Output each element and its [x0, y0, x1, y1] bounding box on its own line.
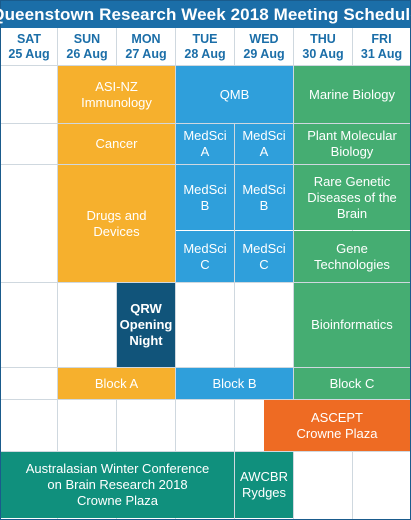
- day-name: SUN: [73, 31, 101, 46]
- day-header-sat: SAT 25 Aug: [1, 28, 57, 65]
- event-awcbr-conference[interactable]: Australasian Winter Conference on Brain …: [1, 452, 234, 518]
- event-bioinformatics[interactable]: Bioinformatics: [294, 283, 410, 367]
- event-medsci-c-wed[interactable]: MedSci C: [235, 231, 293, 282]
- day-name: TUE: [192, 31, 218, 46]
- grid-line: [175, 28, 176, 519]
- event-label: MedSci C: [183, 240, 227, 272]
- day-header-thu: THU 30 Aug: [294, 28, 352, 65]
- event-label: Rare Genetic Diseases of the Brain: [307, 173, 397, 221]
- event-medsci-c-tue[interactable]: MedSci C: [176, 231, 234, 282]
- event-label: MedSci A: [242, 128, 286, 159]
- event-label: ASCEPT Crowne Plaza: [296, 409, 378, 441]
- event-medsci-b-wed[interactable]: MedSci B: [235, 165, 293, 230]
- day-header-sun: SUN 26 Aug: [58, 28, 116, 65]
- event-label: Block C: [329, 375, 375, 391]
- day-header-mon: MON 27 Aug: [117, 28, 175, 65]
- event-label: Bioinformatics: [311, 317, 393, 332]
- event-gene-technologies[interactable]: Gene Technologies: [294, 231, 410, 282]
- event-label: Australasian Winter Conference on Brain …: [25, 461, 210, 508]
- grid-line: [1, 65, 410, 66]
- day-header-fri: FRI 31 Aug: [353, 28, 410, 65]
- grid-line: [293, 28, 294, 519]
- grid-line: [1, 123, 410, 124]
- grid-line: [1, 367, 410, 368]
- grid-line: [1, 282, 410, 283]
- day-date: 31 Aug: [360, 46, 403, 61]
- event-label: Gene Technologies: [314, 240, 390, 272]
- day-name: WED: [249, 31, 279, 46]
- event-label: ASI-NZ Immunology: [81, 78, 152, 110]
- day-header-tue: TUE 28 Aug: [176, 28, 234, 65]
- event-medsci-a-wed[interactable]: MedSci A: [235, 124, 293, 164]
- day-date: 28 Aug: [184, 46, 226, 61]
- day-name: MON: [131, 31, 161, 46]
- event-label: AWCBR Rydges: [240, 469, 288, 500]
- day-name: SAT: [16, 31, 42, 46]
- day-date: 29 Aug: [243, 46, 285, 61]
- day-name: FRI: [371, 31, 392, 46]
- event-plant-molecular-biology[interactable]: Plant Molecular Biology: [294, 124, 410, 164]
- event-label: Marine Biology: [309, 86, 395, 102]
- grid-line: [234, 28, 235, 519]
- event-qrw-opening-night[interactable]: QRW Opening Night: [117, 283, 175, 367]
- event-label: MedSci B: [183, 181, 227, 213]
- grid-line: [1, 399, 410, 400]
- event-medsci-a-tue[interactable]: MedSci A: [176, 124, 234, 164]
- event-label: QMB: [219, 86, 250, 102]
- grid-line: [57, 28, 58, 519]
- event-block-b[interactable]: Block B: [176, 368, 293, 399]
- event-label: Cancer: [95, 136, 138, 151]
- event-rare-genetic-diseases[interactable]: Rare Genetic Diseases of the Brain: [294, 165, 410, 230]
- event-label: MedSci A: [183, 128, 227, 159]
- day-date: 25 Aug: [8, 46, 50, 61]
- event-label: MedSci C: [242, 240, 286, 272]
- day-date: 26 Aug: [66, 46, 108, 61]
- event-qmb[interactable]: QMB: [176, 66, 293, 123]
- event-cancer[interactable]: Cancer: [58, 124, 175, 164]
- grid-line: [1, 164, 410, 165]
- grid-line: [1, 451, 410, 452]
- event-label: Block B: [212, 375, 257, 391]
- event-label: QRW Opening Night: [119, 301, 173, 348]
- event-block-c[interactable]: Block C: [294, 368, 410, 399]
- event-label: Plant Molecular Biology: [307, 128, 397, 159]
- day-header-wed: WED 29 Aug: [235, 28, 293, 65]
- day-name: THU: [310, 31, 336, 46]
- day-date: 27 Aug: [125, 46, 167, 61]
- event-label: MedSci B: [242, 181, 286, 213]
- event-block-a[interactable]: Block A: [58, 368, 175, 399]
- day-date: 30 Aug: [302, 46, 344, 61]
- event-marine-biology[interactable]: Marine Biology: [294, 66, 410, 123]
- event-ascept-crowne-plaza[interactable]: ASCEPT Crowne Plaza: [264, 400, 410, 451]
- schedule-title: Queenstown Research Week 2018 Meeting Sc…: [0, 1, 411, 28]
- event-label: Block A: [94, 375, 139, 391]
- event-label: Drugs and Devices: [86, 207, 147, 239]
- event-awcbr-rydges[interactable]: AWCBR Rydges: [235, 452, 293, 518]
- event-medsci-b-tue[interactable]: MedSci B: [176, 165, 234, 230]
- event-asi-nz-immunology[interactable]: ASI-NZ Immunology: [58, 66, 175, 123]
- event-drugs-and-devices[interactable]: Drugs and Devices: [58, 165, 175, 282]
